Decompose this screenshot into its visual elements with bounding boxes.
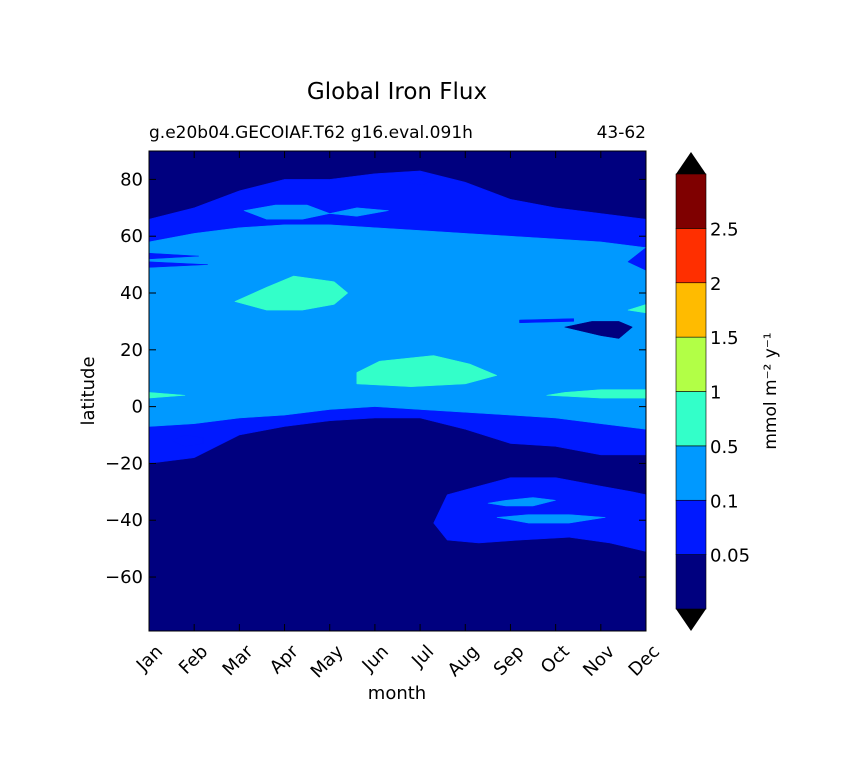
contour-region-15	[149, 252, 199, 260]
contour-region-10	[496, 514, 606, 524]
contour-region-14	[149, 261, 208, 268]
x-tick-label: Jun	[358, 641, 393, 676]
x-tick-label: Nov	[579, 641, 619, 681]
colorbar-swatch	[675, 173, 707, 229]
colorbar-extend-max	[676, 152, 706, 174]
colorbar-tick-label: 1.5	[710, 328, 739, 349]
y-tick-label: 60	[120, 226, 143, 247]
chart-subtitle-left: g.e20b04.GECOIAF.T62 g16.eval.091h	[149, 123, 473, 143]
colorbar-extend-min	[676, 609, 706, 631]
colorbar-tick-label: 0.1	[710, 491, 739, 512]
x-tick-label: Sep	[490, 641, 529, 680]
colorbar-tick-label: 1	[710, 383, 721, 404]
x-tick-label: Jul	[407, 641, 438, 672]
colorbar-swatch	[675, 391, 707, 447]
colorbar: 0.05 0.1 0.5 1 1.5 2 2.5	[675, 152, 750, 631]
colorbar-tick-label: 0.5	[710, 437, 739, 458]
colorbar-swatch	[675, 336, 707, 392]
x-tick-label: May	[307, 641, 348, 682]
x-tick-label: Apr	[266, 641, 303, 678]
colorbar-label: mmol m⁻² y⁻¹	[761, 332, 781, 449]
colorbar-swatch	[675, 228, 707, 284]
y-tick-label: −40	[105, 510, 143, 531]
contour-region-4	[546, 389, 646, 399]
y-axis-label: latitude	[78, 356, 99, 425]
colorbar-tick-label: 2.5	[710, 219, 739, 240]
x-tick-label: Mar	[219, 641, 258, 680]
contour-region-11	[171, 434, 204, 447]
contour-region-5	[149, 392, 186, 399]
x-axis-label: month	[368, 683, 426, 704]
colorbar-swatch	[675, 282, 707, 338]
colorbar-tick-label: 2	[710, 274, 721, 295]
plot-frame	[148, 150, 647, 632]
x-tick-label: Jan	[132, 641, 167, 676]
contour-region-1	[149, 224, 646, 430]
x-tick-label: Feb	[175, 641, 212, 678]
contour-region-13	[408, 173, 437, 186]
y-tick-label: 40	[120, 283, 143, 304]
colorbar-swatch	[675, 554, 707, 610]
contour-region-16	[627, 247, 646, 271]
colorbar-swatch	[675, 499, 707, 555]
y-tick-label: 0	[132, 397, 143, 418]
colorbar-swatch	[675, 445, 707, 501]
x-tick-label: Dec	[625, 641, 664, 680]
contour-region-9	[487, 497, 556, 507]
x-tick-label: Oct	[537, 641, 574, 678]
y-tick-label: 20	[120, 340, 143, 361]
y-tick-label: −20	[105, 453, 143, 474]
contour-region-3	[356, 355, 498, 387]
contour-region-2	[234, 275, 349, 311]
chart-subtitle-right: 43-62	[597, 123, 646, 143]
y-tick-label: 80	[120, 169, 143, 190]
contour-region-17	[627, 304, 646, 314]
contour-region-12	[564, 321, 633, 339]
y-tick-label: −60	[105, 567, 143, 588]
plot-area	[149, 151, 646, 631]
chart-title: Global Iron Flux	[307, 79, 487, 105]
contour-region-18	[519, 318, 574, 324]
colorbar-tick-label: 0.05	[710, 546, 750, 567]
contour-region-7	[329, 207, 389, 217]
x-tick-label: Aug	[444, 641, 484, 681]
